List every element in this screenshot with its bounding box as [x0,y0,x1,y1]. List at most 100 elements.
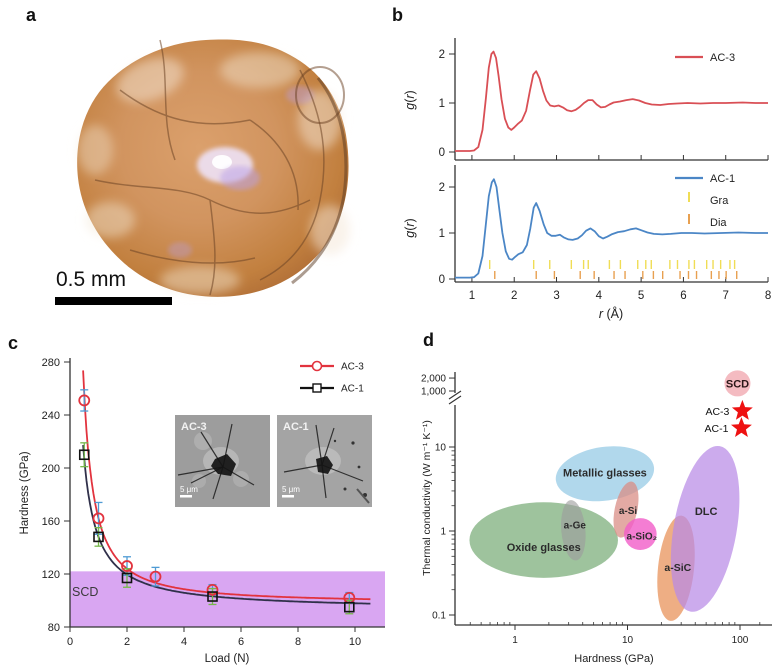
indent-mark [316,456,333,474]
region-a-SiO₂ [624,518,657,551]
sample-rim-shadow [291,77,348,285]
legend-label-AC-3: AC-3 [710,52,735,64]
fit-curve-AC-3 [82,370,371,601]
inset-halo [233,471,249,487]
region-label-a-SiO₂: a-SiO₂ [627,532,658,543]
x-tick-label: 10 [622,635,634,646]
legend-label-Gra: Gra [710,195,729,207]
inset-scale-bar [180,495,192,498]
point-label-AC-1: AC-1 [705,423,729,435]
x-tick-label: 5 [638,290,644,302]
region-label-a-Si: a-Si [619,506,638,517]
marker-AC-1 [207,591,218,602]
sample-glints [168,86,314,258]
legend-label-AC-1: AC-1 [710,173,735,185]
panel-c-chart: SCD 0 2 4 6 8 10 80 120 160 200 240 280 Hardness (GPa… [19,357,385,665]
region-label-Oxide glasses: Oxide glasses [507,542,581,554]
point-AC-3 [731,399,753,420]
panel-label-a: a [26,5,37,25]
marker-AC-1 [343,601,355,613]
y-tick-label: 2 [439,182,445,194]
y-tick-label: 280 [42,357,60,369]
axis-break-slash [448,395,462,405]
panel-b-chart: 0 1 2 AC-3 g(r) 1 2 3 4 5 6 7 8 0 1 2 AC-1 g(r) Gra Dia r (Å… [403,38,771,321]
x-tick-label: 2 [124,636,130,648]
y-axis-title: Hardness (GPa) [19,451,31,534]
marker-AC-3 [121,560,133,572]
legend-label-Dia: Dia [710,217,727,229]
y-tick-label: 2,000 [421,374,446,385]
scd-band-label: SCD [72,585,98,599]
x-tick-label: 8 [295,636,301,648]
y-tick-label: 1 [439,98,445,110]
y-tick-label: 80 [48,622,60,634]
y-tick-label: 160 [42,516,60,528]
scale-bar-label: 0.5 mm [56,268,127,291]
marker-AC-1 [93,531,104,543]
x-axis-title: r (Å) [599,306,623,321]
y-tick-label: 10 [435,443,447,454]
x-tick-label: 6 [680,290,686,302]
marker-AC-3 [206,583,219,596]
x-axis-title: Hardness (GPa) [574,653,653,665]
x-tick-label: 1 [512,635,518,646]
marker-AC-3 [149,570,162,583]
y-tick-label: 0.1 [432,611,446,622]
region-Oxide glasses [469,502,618,578]
y-axis-title: Thermal conductivity (W m⁻¹ K⁻¹) [421,420,433,576]
y-tick-label: 200 [42,463,60,475]
x-tick-label: 6 [238,636,244,648]
legend-marker-AC-1 [312,383,322,393]
y-tick-label: 2 [439,49,445,61]
sample-cracks [94,39,325,296]
y-tick-label: 0 [439,147,445,159]
debris-dot [343,487,347,491]
x-tick-label: 10 [349,636,361,648]
panel-label-d: d [423,330,434,350]
panel-label-b: b [392,5,403,25]
y-tick-label: 1,000 [421,387,446,398]
panel-label-c: c [8,333,19,353]
legend-label-AC-1: AC-1 [341,384,364,395]
marker-AC-3 [78,394,91,407]
x-tick-label: 0 [67,636,73,648]
inset-label: AC-3 [181,421,207,433]
debris-dot [357,465,361,469]
region-label-a-Ge: a-Ge [564,520,587,531]
inset-halo [194,432,212,450]
inset-scale-label: 5 μm [180,485,198,494]
gr-curve-AC-1 [455,178,768,279]
sample-light-patches [77,52,350,294]
point-label-AC-3: AC-3 [705,406,729,418]
scratch [356,488,370,504]
x-tick-label: 1 [469,290,475,302]
y-axis-title: g(r) [403,90,417,109]
axis-break-gap [451,393,459,405]
y-tick-label: 0 [439,274,445,286]
y-tick-label: 120 [42,569,60,581]
region-a-Ge [561,500,586,561]
point-SCD [724,370,751,397]
debris-dot [351,441,355,445]
debris-dot [333,439,337,443]
region-label-DLC: DLC [695,506,718,518]
x-axis-title: Load (N) [205,653,250,665]
inset-AC-3: AC-3 5 μm [175,415,270,507]
panel-a-photo [77,39,350,297]
y-tick-label: 1 [439,228,445,240]
marker-AC-1 [78,449,90,461]
y-tick-label: 240 [42,410,60,422]
indent-mark [211,454,236,476]
legend-marker-AC-3 [311,360,323,372]
y-axis-title: g(r) [403,218,417,237]
x-tick-label: 8 [765,290,771,302]
inset-AC-1: AC-1 5 μm [277,415,372,507]
x-tick-label: 100 [732,635,749,646]
point-label-SCD: SCD [726,378,749,390]
scale-bar [55,297,172,305]
x-tick-label: 4 [181,636,187,648]
axis-break-slash [448,390,462,400]
crack-line [283,464,323,473]
inset-scale-label: 5 μm [282,485,300,494]
